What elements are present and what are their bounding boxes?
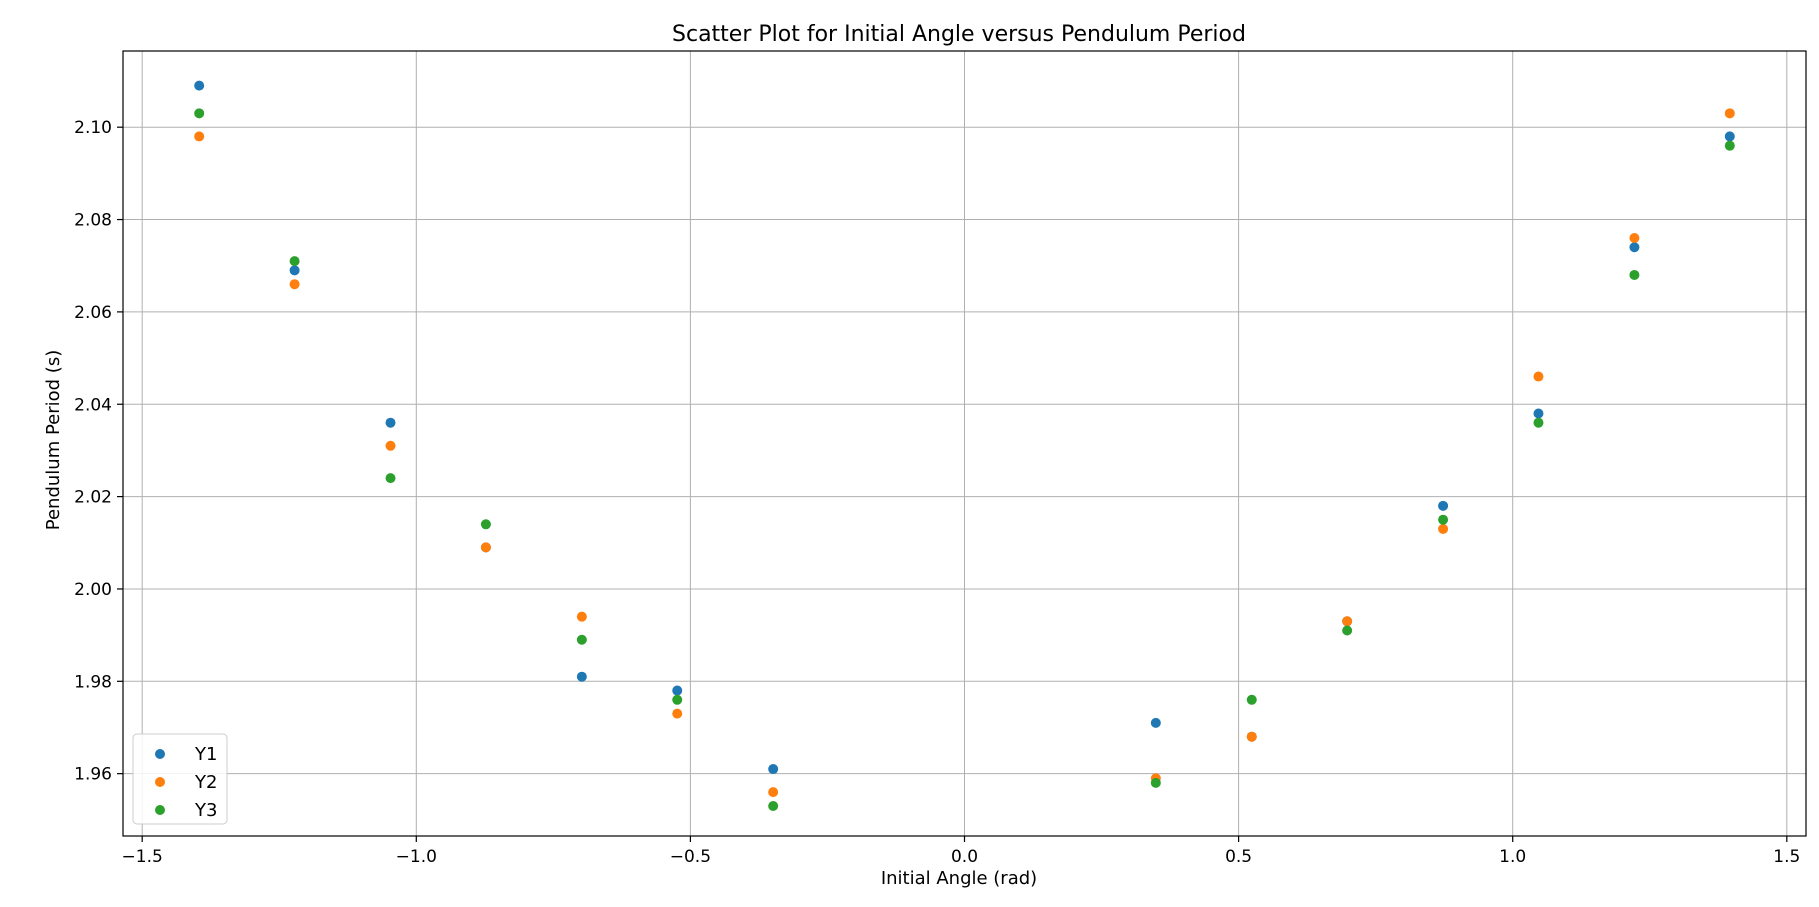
x-tick-label: 0.5 [1225, 847, 1252, 867]
y-tick-label: 1.98 [74, 672, 112, 692]
data-point-y1 [385, 417, 396, 428]
data-point-y2 [1246, 731, 1257, 742]
data-point-y2 [480, 542, 491, 553]
legend-marker-y2 [155, 777, 165, 787]
chart-title: Scatter Plot for Initial Angle versus Pe… [672, 22, 1246, 47]
data-point-y3 [194, 108, 205, 119]
y-tick-label: 2.06 [74, 303, 112, 323]
x-tick-label: 1.0 [1499, 847, 1526, 867]
data-point-y2 [576, 611, 587, 622]
y-tick-label: 2.08 [74, 211, 112, 231]
data-point-y1 [194, 80, 205, 91]
x-tick-label: −1.0 [396, 847, 437, 867]
data-point-y2 [194, 131, 205, 142]
data-point-y3 [576, 634, 587, 645]
data-point-y3 [1342, 625, 1353, 636]
data-point-y2 [672, 708, 683, 719]
data-point-y1 [1724, 131, 1735, 142]
data-point-y1 [1533, 408, 1544, 419]
y-tick-label: 2.04 [74, 395, 112, 415]
grid-layer [123, 51, 1806, 836]
legend-label-y3: Y3 [194, 800, 217, 821]
data-point-y2 [1629, 233, 1640, 244]
data-point-y1 [1438, 500, 1449, 511]
data-point-y3 [480, 519, 491, 530]
data-point-y1 [1150, 717, 1161, 728]
y-tick-label: 2.10 [74, 118, 112, 138]
legend-label-y2: Y2 [194, 772, 217, 793]
data-point-y3 [1724, 140, 1735, 151]
legend-label-y1: Y1 [194, 744, 217, 765]
data-point-y2 [1342, 616, 1353, 627]
data-point-y3 [1533, 417, 1544, 428]
data-point-y1 [672, 685, 683, 696]
y-tick-label: 1.96 [74, 765, 112, 785]
legend: Y1 Y2 Y3 [132, 733, 228, 825]
data-point-y2 [1533, 371, 1544, 382]
data-point-y3 [1150, 777, 1161, 788]
data-point-y1 [1629, 242, 1640, 253]
data-point-y2 [289, 279, 300, 290]
data-point-y1 [289, 265, 300, 276]
legend-marker-y3 [155, 805, 165, 815]
data-point-y3 [385, 473, 396, 484]
data-points [194, 80, 1735, 811]
data-point-y2 [1724, 108, 1735, 119]
x-tick-label: 1.5 [1773, 847, 1800, 867]
data-point-y2 [768, 787, 779, 798]
data-point-y1 [576, 671, 587, 682]
data-point-y3 [672, 694, 683, 705]
plot-frame [122, 50, 1807, 837]
data-point-y2 [385, 440, 396, 451]
y-tick-label: 2.02 [74, 488, 112, 508]
data-point-y3 [768, 800, 779, 811]
series-y2 [194, 108, 1735, 798]
data-point-y2 [1438, 523, 1449, 534]
data-point-y3 [289, 256, 300, 267]
axis-ticks: −1.5 −1.0 −0.5 0.0 0.5 1.0 1.5 1.96 1.98 2.00 2.02… [74, 118, 1800, 867]
legend-marker-y1 [155, 749, 165, 759]
data-point-y1 [768, 764, 779, 775]
series-y3 [194, 108, 1735, 811]
x-tick-label: −1.5 [122, 847, 163, 867]
y-tick-label: 2.00 [74, 580, 112, 600]
y-axis-label: Pendulum Period (s) [43, 350, 64, 530]
x-tick-label: −0.5 [670, 847, 711, 867]
x-axis-label: Initial Angle (rad) [881, 868, 1037, 889]
data-point-y3 [1629, 269, 1640, 280]
data-point-y3 [1246, 694, 1257, 705]
x-tick-label: 0.0 [951, 847, 978, 867]
data-point-y3 [1438, 514, 1449, 525]
